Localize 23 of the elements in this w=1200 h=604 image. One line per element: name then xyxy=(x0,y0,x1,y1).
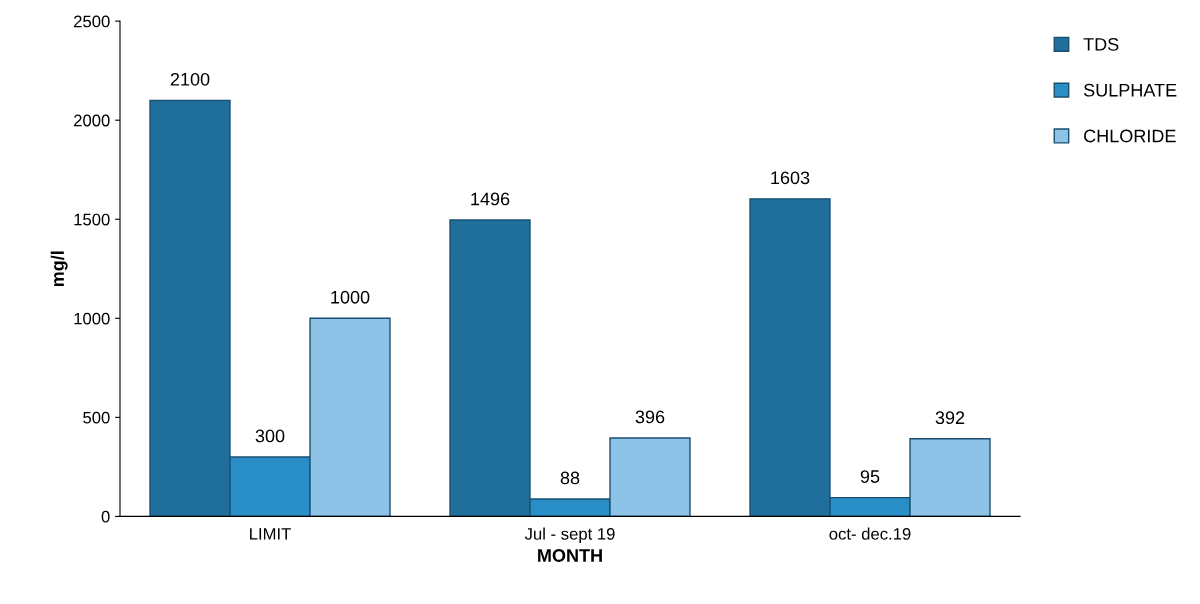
x-tick-label: Jul - sept 19 xyxy=(524,527,615,544)
y-tick-label: 1500 xyxy=(74,213,110,226)
y-tick-label: 2500 xyxy=(74,15,110,28)
data-label: 300 xyxy=(255,429,285,443)
y-tick-label: 500 xyxy=(83,411,110,424)
x-tick-label: oct- dec.19 xyxy=(829,527,911,540)
data-label: 95 xyxy=(860,470,880,483)
y-axis-title: mg/l xyxy=(50,251,68,287)
x-axis-title: MONTH xyxy=(538,549,602,562)
y-tick-label: 0 xyxy=(101,510,110,523)
legend-label: CHLORIDE xyxy=(1084,129,1176,143)
data-label: 1603 xyxy=(771,171,810,185)
data-label: 392 xyxy=(935,411,965,425)
data-label: 1000 xyxy=(331,290,370,304)
x-tick-label: LIMIT xyxy=(250,528,291,540)
data-label: 1496 xyxy=(471,192,510,206)
data-label: 396 xyxy=(635,410,665,424)
y-tick-label: 2000 xyxy=(74,114,110,127)
data-label: 88 xyxy=(560,471,580,485)
data-label: 2100 xyxy=(170,72,210,86)
y-tick-label: 1000 xyxy=(74,312,110,325)
legend-label: SULPHATE xyxy=(1083,83,1177,97)
legend-label: TDS xyxy=(1083,37,1119,51)
